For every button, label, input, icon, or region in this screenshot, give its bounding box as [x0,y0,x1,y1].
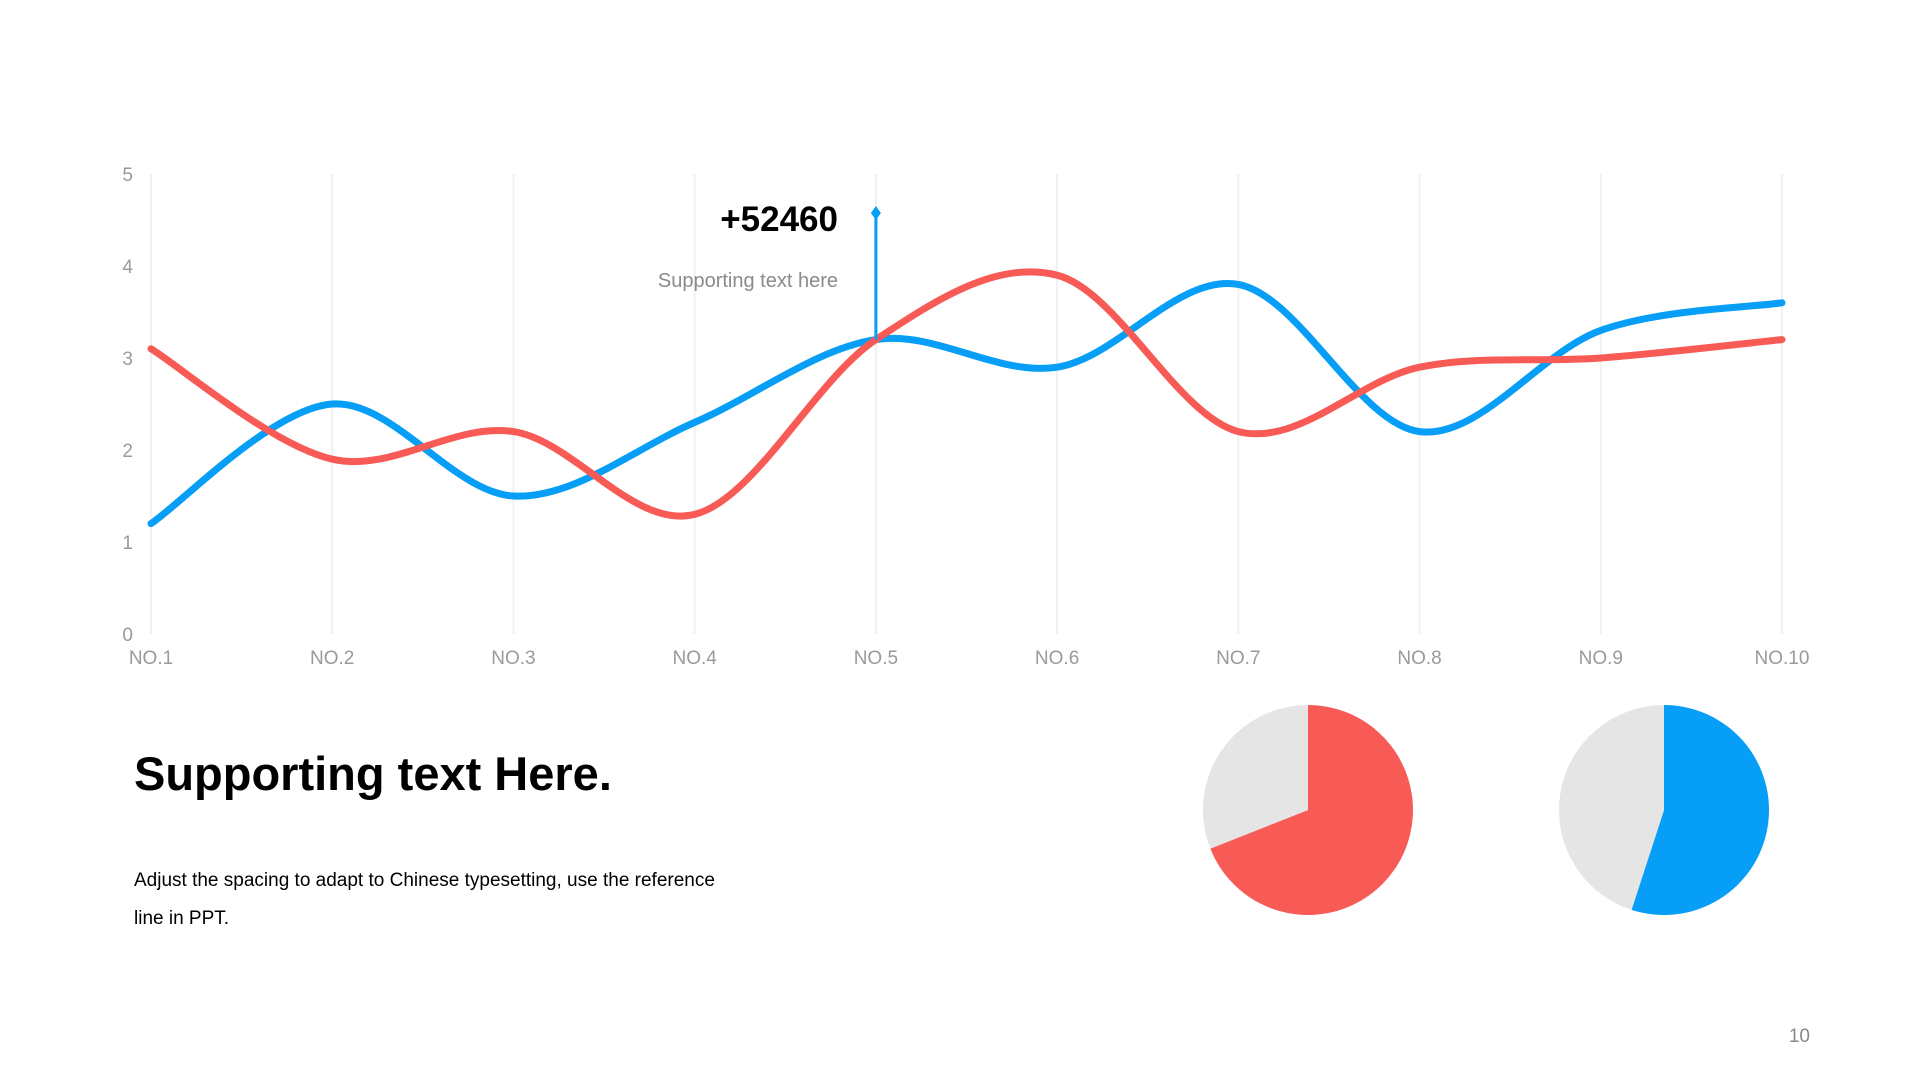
x-tick-label: NO.9 [1579,648,1623,669]
pie-chart-red [1203,705,1413,915]
line-chart: 0 1 2 3 4 5 NO.1 NO.2 NO.3 NO.4 NO.5 NO.6 NO.7 NO.8 NO… [122,165,1810,669]
pie-slice-remainder [1559,705,1664,910]
x-tick-label: NO.8 [1397,648,1441,669]
x-tick-label: NO.1 [129,648,173,669]
y-tick-label: 5 [122,165,133,186]
x-tick-label: NO.2 [310,648,354,669]
series-line-blue [147,279,1786,528]
y-tick-label: 0 [122,625,133,646]
callout-diamond-marker [870,206,881,220]
pie-chart-blue [1559,705,1769,915]
pie-slice-remainder [1203,705,1308,849]
y-tick-label: 4 [122,257,133,278]
body-text: Adjust the spacing to adapt to Chinese t… [134,870,715,929]
x-tick-label: NO.7 [1216,648,1260,669]
callout-text: Supporting text here [657,270,838,292]
pie-slice-blue [1631,705,1769,915]
page-number: 10 [1788,1026,1810,1047]
x-tick-label: NO.10 [1755,648,1810,669]
x-tick-label: NO.5 [854,648,898,669]
series-line-red [147,268,1786,520]
callout-value: +52460 [720,200,838,239]
y-tick-label: 1 [122,533,133,554]
y-tick-label: 3 [122,349,133,370]
pie-slice-red [1210,705,1413,915]
x-tick-label: NO.4 [672,648,717,669]
x-tick-label: NO.6 [1035,648,1079,669]
y-tick-label: 2 [122,441,133,462]
section-heading: Supporting text Here. [134,747,612,800]
x-tick-label: NO.3 [491,648,535,669]
